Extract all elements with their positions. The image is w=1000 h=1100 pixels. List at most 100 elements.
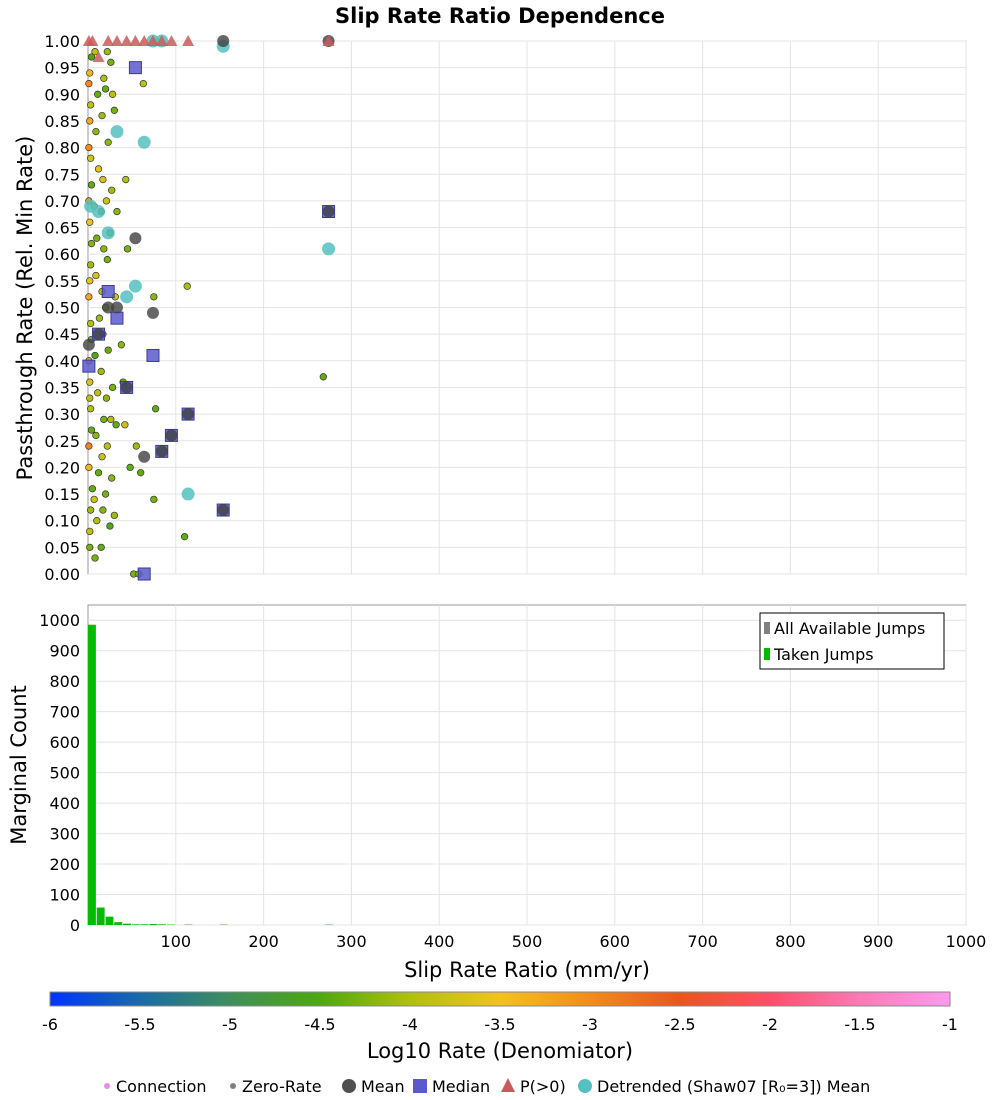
taken-bar bbox=[105, 916, 114, 925]
x-tick-label: 800 bbox=[775, 932, 806, 951]
x-tick-label: 300 bbox=[336, 932, 367, 951]
connection-point bbox=[100, 415, 108, 424]
scatter-y-tick-label: 0.00 bbox=[44, 565, 80, 584]
detrended-mean-point bbox=[322, 242, 336, 256]
connection-point bbox=[94, 469, 103, 477]
connection-point bbox=[87, 53, 96, 61]
connection-point bbox=[95, 314, 104, 322]
connection-point bbox=[107, 58, 115, 66]
scatter-y-tick-label: 0.70 bbox=[44, 192, 80, 211]
scatter-y-tick-label: 0.15 bbox=[44, 485, 80, 504]
legend-label-taken: Taken Jumps bbox=[773, 645, 874, 664]
median-point bbox=[146, 348, 160, 362]
connection-point bbox=[100, 74, 108, 82]
connection-point bbox=[151, 405, 160, 413]
legend-marker-dot-icon bbox=[230, 1083, 236, 1089]
connection-point bbox=[98, 453, 106, 461]
connection-point bbox=[150, 293, 158, 301]
connection-point bbox=[93, 234, 101, 242]
connection-point bbox=[86, 378, 94, 386]
connection-point bbox=[86, 117, 94, 125]
connection-point bbox=[113, 207, 121, 216]
colorbar: -6 -5.5 -5 -4.5 -4 -3.5 -3 -2.5 -2 -1.5 -1 Log10 R… bbox=[42, 991, 958, 1063]
median-point bbox=[82, 359, 96, 373]
histogram-y-tick-label: 900 bbox=[49, 642, 80, 661]
legend-marker-circle-icon bbox=[578, 1079, 592, 1093]
detrended-mean-point bbox=[92, 205, 106, 219]
connection-point bbox=[86, 154, 95, 162]
histogram-y-tick-label: 0 bbox=[70, 916, 80, 935]
connection-point bbox=[85, 463, 93, 472]
colorbar-tick-label: -4 bbox=[402, 1015, 418, 1034]
median-point bbox=[128, 61, 142, 75]
connection-point bbox=[86, 101, 95, 109]
mean-point bbox=[120, 381, 133, 394]
connection-point bbox=[108, 383, 117, 392]
connection-point bbox=[92, 431, 100, 440]
median-point bbox=[137, 567, 151, 581]
detrended-mean-point bbox=[181, 487, 195, 501]
scatter-y-tick-label: 0.60 bbox=[44, 245, 80, 264]
connection-point bbox=[102, 197, 111, 205]
connection-point bbox=[90, 495, 98, 504]
histogram-y-tick-label: 500 bbox=[49, 764, 80, 783]
connection-point bbox=[94, 165, 103, 173]
legend-label: Median bbox=[432, 1077, 490, 1096]
histogram-legend: All Available Jumps Taken Jumps bbox=[759, 612, 945, 670]
mean-point bbox=[182, 408, 195, 421]
connection-point bbox=[126, 463, 134, 472]
connection-point bbox=[85, 79, 93, 88]
x-tick-label: 400 bbox=[424, 932, 455, 951]
legend-swatch-all-available bbox=[764, 622, 770, 634]
p-gt-zero-point bbox=[165, 35, 178, 46]
connection-point bbox=[123, 245, 132, 253]
legend-label: Mean bbox=[361, 1077, 405, 1096]
p-gt-zero-point bbox=[155, 35, 168, 46]
scatter-y-tick-label: 0.45 bbox=[44, 325, 80, 344]
marker-legend: Connection Zero-Rate Mean Median P(>0) Detren… bbox=[104, 1077, 870, 1096]
legend-marker-dot-icon bbox=[104, 1083, 110, 1089]
connection-point bbox=[86, 261, 95, 269]
taken-bar bbox=[131, 924, 140, 925]
histogram-x-ticks: 100 200 300 400 500 600 700 800 900 1000 bbox=[161, 932, 987, 951]
histogram-y-tick-label: 300 bbox=[49, 825, 80, 844]
detrended-mean-point bbox=[110, 125, 124, 139]
scatter-y-tick-label: 0.50 bbox=[44, 299, 80, 318]
p-gt-zero-point bbox=[138, 35, 151, 46]
mean-point bbox=[110, 301, 123, 314]
legend-swatch-taken bbox=[764, 648, 770, 660]
legend-marker-triangle-icon bbox=[501, 1078, 515, 1092]
connection-point bbox=[110, 106, 118, 114]
histogram-y-axis-label: Marginal Count bbox=[7, 685, 31, 844]
legend-label: Connection bbox=[116, 1077, 207, 1096]
connection-point bbox=[86, 319, 95, 328]
connection-point bbox=[319, 373, 327, 381]
connection-point bbox=[98, 111, 106, 120]
detrended-mean-point bbox=[101, 226, 115, 240]
connection-point bbox=[139, 79, 147, 88]
connection-point bbox=[94, 90, 102, 98]
histogram-y-tick-label: 800 bbox=[49, 672, 80, 691]
taken-bar bbox=[140, 924, 149, 925]
mean-point bbox=[82, 338, 95, 351]
scatter-y-tick-label: 0.80 bbox=[44, 139, 80, 158]
histogram-legend-box bbox=[759, 612, 945, 670]
legend-marker-circle-icon bbox=[342, 1079, 356, 1093]
scatter-y-tick-label: 0.75 bbox=[44, 165, 80, 184]
connection-point bbox=[132, 442, 140, 450]
scatter-points bbox=[82, 34, 336, 581]
p-gt-zero-point bbox=[146, 35, 159, 46]
connection-point bbox=[103, 442, 111, 450]
connection-point bbox=[107, 415, 115, 424]
x-tick-label: 600 bbox=[600, 932, 631, 951]
connection-point bbox=[106, 522, 114, 530]
scatter-y-tick-label: 0.10 bbox=[44, 512, 80, 531]
connection-point bbox=[150, 495, 158, 504]
connection-point bbox=[86, 394, 94, 402]
taken-bar bbox=[123, 923, 131, 925]
colorbar-tick-label: -1.5 bbox=[844, 1015, 875, 1034]
connection-point bbox=[108, 186, 116, 194]
connection-point bbox=[97, 543, 105, 551]
scatter-y-tick-label: 0.40 bbox=[44, 352, 80, 371]
